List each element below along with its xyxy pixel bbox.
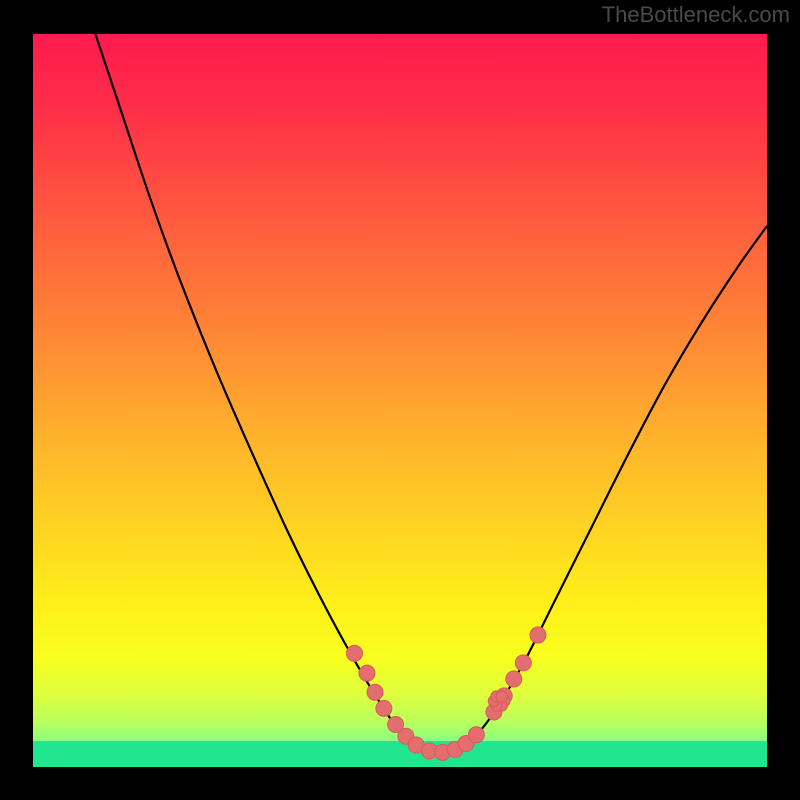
watermark-text: TheBottleneck.com [602, 2, 790, 28]
bottleneck-curve [95, 34, 767, 753]
curve-marker [376, 700, 392, 716]
curve-marker [506, 671, 522, 687]
curve-marker [346, 645, 362, 661]
curve-marker [530, 627, 546, 643]
curve-marker [496, 691, 507, 702]
curve-markers [346, 627, 546, 760]
curve-marker [359, 665, 375, 681]
chart-curve-layer [33, 34, 767, 767]
curve-marker [367, 684, 383, 700]
curve-marker [515, 655, 531, 671]
curve-marker [468, 727, 484, 743]
